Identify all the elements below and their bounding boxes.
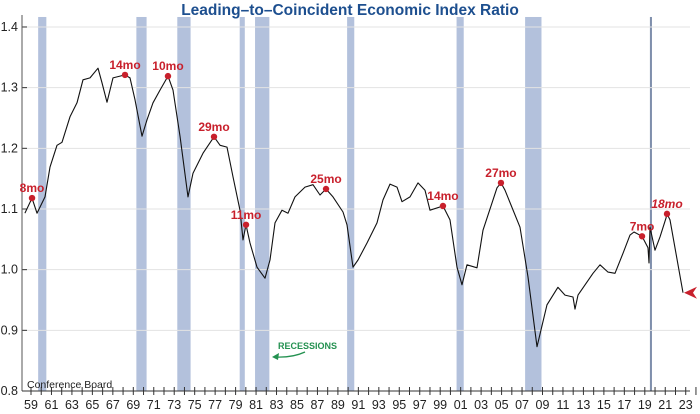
peak-lead-label: 7mo xyxy=(630,219,655,233)
chart-title: Leading–to–Coincident Economic Index Rat… xyxy=(181,2,519,19)
y-tick-label: 1.4 xyxy=(1,20,18,34)
peak-lead-label: 14mo xyxy=(109,58,140,72)
x-tick-label: 07 xyxy=(515,398,529,412)
x-tick-label: 61 xyxy=(45,398,59,412)
x-tick-label: 13 xyxy=(576,398,590,412)
x-tick-label: 05 xyxy=(495,398,509,412)
x-tick-label: 97 xyxy=(413,398,427,412)
peak-marker xyxy=(638,233,646,240)
y-tick-label: 1.0 xyxy=(1,263,18,277)
peak-lead-label: 25mo xyxy=(310,172,341,186)
peak-marker xyxy=(164,72,172,80)
gridlines xyxy=(22,26,690,331)
x-tick-label: 21 xyxy=(658,398,672,412)
recessions-label: RECESSIONS xyxy=(278,341,337,351)
x-tick-label: 81 xyxy=(249,398,263,412)
x-tick-label: 83 xyxy=(270,398,284,412)
x-tick-label: 01 xyxy=(454,398,468,412)
peak-lead-label: 29mo xyxy=(198,120,229,134)
y-tick-label: 1.1 xyxy=(1,202,18,216)
x-tick-label: 75 xyxy=(188,398,202,412)
y-tick-label: 1.3 xyxy=(1,81,18,95)
x-tick-label: 19 xyxy=(638,398,652,412)
x-tick-label: 79 xyxy=(229,398,243,412)
recession-bar xyxy=(649,16,652,391)
recession-bar xyxy=(525,16,542,391)
peak-lead-label: 14mo xyxy=(427,189,458,203)
peak-marker xyxy=(121,71,129,79)
peak-lead-label: 18mo xyxy=(651,197,682,211)
recession-bar xyxy=(347,16,355,391)
x-tick-label: 85 xyxy=(290,398,304,412)
y-tick-label: 1.2 xyxy=(1,141,18,155)
recession-bar xyxy=(177,16,191,391)
annotations: 8mo 14mo 10mo 29mo 11mo 25mo 14mo 27mo 7mo 18mo xyxy=(20,58,697,299)
x-tick-label: 91 xyxy=(351,398,365,412)
ratio-line xyxy=(24,67,684,348)
recession-bar xyxy=(136,16,147,391)
x-tick-label: 59 xyxy=(24,398,38,412)
recession-bars xyxy=(38,16,652,391)
x-tick-label: 87 xyxy=(310,398,324,412)
y-tick-label: 0.9 xyxy=(1,323,18,337)
peak-lead-label: 11mo xyxy=(231,208,262,222)
peak-marker xyxy=(210,133,218,140)
series-line xyxy=(24,67,684,348)
peak-lead-label: 27mo xyxy=(485,166,516,180)
axes: 0.8 0.9 1.0 1.1 1.2 1.3 1.4 59 61 63 65 67 69 71 73 75 7… xyxy=(1,14,697,412)
source-label: Conference Board xyxy=(27,379,112,391)
recessions-arrowhead-icon xyxy=(272,353,279,360)
x-tick-label: 77 xyxy=(208,398,222,412)
x-tick-label: 11 xyxy=(556,398,569,412)
latest-value-arrow-icon xyxy=(684,286,697,299)
x-tick-label: 99 xyxy=(433,398,447,412)
x-tick-label: 63 xyxy=(65,398,79,412)
recession-bar xyxy=(255,16,270,391)
peak-marker xyxy=(439,202,447,210)
x-tick-label: 03 xyxy=(474,398,488,412)
peak-lead-label: 8mo xyxy=(20,181,45,195)
peak-marker xyxy=(497,179,505,187)
x-tick-label: 15 xyxy=(597,398,611,412)
x-tick-label: 65 xyxy=(85,398,99,412)
x-tick-label: 93 xyxy=(372,398,386,412)
x-tick-label: 09 xyxy=(536,398,550,412)
recession-bar xyxy=(38,16,47,391)
x-tick-label: 23 xyxy=(679,398,693,412)
peak-marker xyxy=(663,210,671,218)
recession-bar xyxy=(456,16,464,391)
x-tick-label: 17 xyxy=(617,398,631,412)
peak-marker xyxy=(322,185,330,193)
x-tick-label: 69 xyxy=(126,398,140,412)
x-tick-label: 67 xyxy=(106,398,120,412)
y-tick-label: 0.8 xyxy=(1,384,18,398)
recession-bar xyxy=(239,16,245,391)
peak-marker xyxy=(28,194,36,202)
x-tick-label: 73 xyxy=(167,398,181,412)
x-tick-label: 71 xyxy=(147,398,161,412)
x-tick-label: 89 xyxy=(331,398,345,412)
x-tick-label: 95 xyxy=(392,398,406,412)
peak-lead-label: 10mo xyxy=(152,59,183,73)
peak-marker xyxy=(242,221,250,228)
